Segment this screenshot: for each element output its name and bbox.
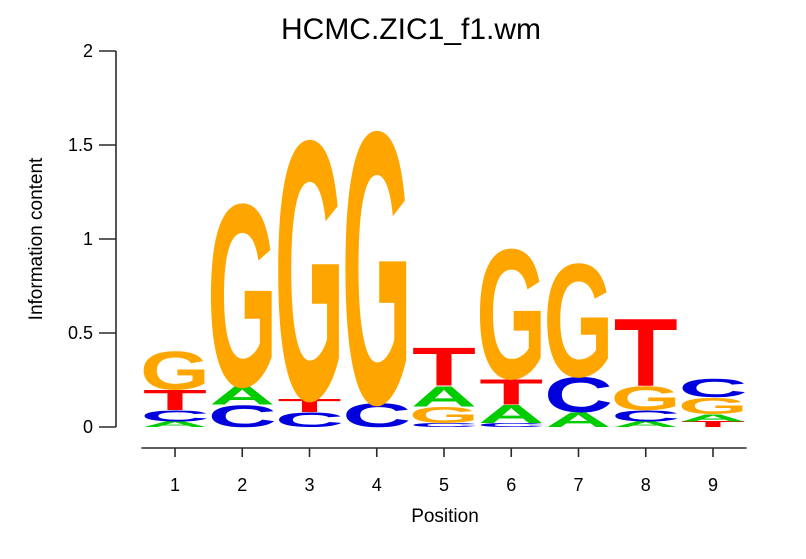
logo-letter-C: C [544, 368, 613, 423]
chart-title: HCMC.ZIC1_f1.wm [281, 13, 541, 46]
logo-letter-T: T [278, 395, 342, 415]
logo-letter-A: A [546, 408, 612, 431]
logo-letter-C: C [679, 373, 748, 402]
logo-letter-G: G [611, 380, 681, 418]
logo-letter-A: A [680, 412, 746, 424]
logo-letter-C: C [410, 422, 479, 428]
logo-letter-G: G [678, 392, 748, 418]
logo-letter-C: C [141, 407, 210, 424]
x-axis-tick-label: 3 [304, 475, 314, 495]
y-axis-tick-label: 0 [83, 417, 93, 437]
logo-letter-T: T [681, 420, 745, 429]
logo-letter-A: A [142, 420, 208, 429]
logo-stack-position-7: ACG [544, 229, 614, 432]
logo-stack-position-3: CTG [275, 65, 345, 479]
logo-stack-position-2: CAG [207, 150, 277, 441]
x-axis-tick-label: 4 [372, 475, 382, 495]
logo-letter-C: C [208, 399, 277, 434]
logo-letter-A: A [613, 420, 679, 429]
logo-letter-G: G [275, 65, 345, 479]
x-axis-tick-label: 1 [170, 475, 180, 495]
x-axis-tick-label: 9 [708, 475, 718, 495]
logo-letter-T: T [479, 371, 543, 412]
x-axis-tick-label: 8 [641, 475, 651, 495]
logo-letter-G: G [476, 210, 546, 417]
logo-letter-A: A [209, 381, 275, 410]
x-axis-tick-label: 5 [439, 475, 449, 495]
x-axis: 1 2 3 4 5 6 7 8 9 [141, 447, 747, 495]
logo-letter-G: G [140, 340, 210, 401]
y-axis-tick-label: 1.5 [68, 135, 93, 155]
x-axis-tick-label: 2 [237, 475, 247, 495]
logo-letter-A: A [478, 400, 544, 429]
x-axis-tick-label: 7 [573, 475, 583, 495]
logo-letter-G: G [342, 50, 412, 485]
logo-letter-C: C [342, 397, 411, 435]
y-axis: 0 0.5 1 1.5 2 [68, 41, 117, 437]
logo-letter-T: T [143, 384, 207, 416]
logo-letter-C: C [477, 422, 546, 428]
logo-letter-T: T [614, 299, 678, 406]
logo-letter-T: T [412, 336, 476, 398]
logo-stack-position-4: CG [342, 50, 412, 485]
x-axis-tick-label: 6 [506, 475, 516, 495]
logo-letter-G: G [409, 402, 479, 428]
logo-letter-C: C [275, 408, 344, 431]
logo-letter-C: C [611, 407, 680, 424]
y-axis-tick-label: 1 [83, 229, 93, 249]
logo-letter-G: G [207, 150, 277, 441]
y-axis-tick-label: 2 [83, 41, 93, 61]
logo-letter-G: G [544, 229, 614, 411]
logo-letter-A: A [411, 381, 477, 413]
y-axis-label: Information content [26, 157, 47, 320]
x-axis-label: Position [411, 506, 479, 527]
y-axis-tick-label: 0.5 [68, 323, 93, 343]
